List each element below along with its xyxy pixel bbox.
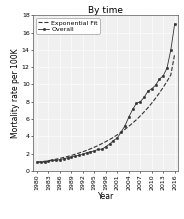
Exponential Fit [70, 154, 72, 157]
Overall [51, 159, 53, 162]
Overall [40, 161, 42, 164]
Exponential Fit [174, 53, 176, 55]
Overall [66, 157, 69, 159]
Overall [158, 78, 160, 81]
Overall [120, 131, 122, 133]
Exponential Fit [66, 155, 69, 158]
Overall [143, 96, 145, 99]
Exponential Fit [147, 106, 149, 109]
Overall [70, 156, 72, 158]
Overall [132, 108, 134, 111]
Overall [112, 139, 115, 142]
Exponential Fit [105, 140, 107, 143]
Overall [36, 161, 38, 164]
Overall [82, 153, 84, 156]
Exponential Fit [82, 150, 84, 153]
Overall [170, 49, 172, 51]
Overall [139, 100, 141, 103]
Exponential Fit [170, 74, 172, 76]
Exponential Fit [51, 159, 53, 161]
Overall [151, 87, 153, 90]
Exponential Fit [135, 118, 137, 121]
Exponential Fit [59, 157, 61, 160]
Exponential Fit [151, 102, 153, 104]
Line: Overall: Overall [36, 23, 176, 163]
Exponential Fit [40, 161, 42, 163]
Line: Exponential Fit: Exponential Fit [37, 54, 175, 162]
Exponential Fit [116, 134, 118, 136]
Exponential Fit [154, 97, 157, 100]
Exponential Fit [128, 125, 130, 128]
Overall [128, 116, 130, 118]
Overall [162, 74, 164, 77]
Exponential Fit [158, 92, 160, 94]
Exponential Fit [89, 147, 92, 150]
Exponential Fit [124, 128, 126, 131]
Exponential Fit [74, 153, 76, 155]
Exponential Fit [143, 111, 145, 113]
Exponential Fit [166, 80, 168, 83]
Exponential Fit [43, 160, 46, 163]
Exponential Fit [101, 142, 103, 145]
Overall [59, 158, 61, 161]
Legend: Exponential Fit, Overall: Exponential Fit, Overall [36, 18, 100, 34]
Overall [154, 84, 157, 87]
Exponential Fit [47, 159, 49, 162]
Overall [166, 67, 168, 69]
Exponential Fit [120, 131, 122, 134]
Exponential Fit [97, 144, 99, 147]
Overall [101, 148, 103, 150]
Exponential Fit [93, 146, 95, 148]
Exponential Fit [36, 161, 38, 164]
Overall [78, 154, 80, 157]
Exponential Fit [109, 138, 111, 141]
Overall [147, 90, 149, 93]
Overall [86, 151, 88, 154]
Overall [89, 150, 92, 153]
Overall [43, 161, 46, 164]
Overall [55, 159, 57, 162]
Overall [93, 150, 95, 152]
Exponential Fit [162, 86, 164, 89]
Exponential Fit [86, 149, 88, 152]
Y-axis label: Mortality rate per 100K: Mortality rate per 100K [11, 48, 20, 138]
Exponential Fit [139, 115, 141, 117]
Title: By time: By time [88, 5, 123, 14]
Overall [124, 125, 126, 127]
Overall [97, 148, 99, 150]
Overall [109, 143, 111, 145]
Exponential Fit [78, 152, 80, 154]
Overall [105, 145, 107, 148]
Overall [174, 23, 176, 25]
Exponential Fit [112, 136, 115, 139]
Overall [135, 102, 137, 105]
Overall [63, 157, 65, 160]
Exponential Fit [55, 158, 57, 161]
Overall [116, 137, 118, 139]
Exponential Fit [132, 122, 134, 124]
X-axis label: Year: Year [98, 192, 114, 201]
Overall [47, 160, 49, 163]
Exponential Fit [63, 156, 65, 159]
Overall [74, 155, 76, 157]
